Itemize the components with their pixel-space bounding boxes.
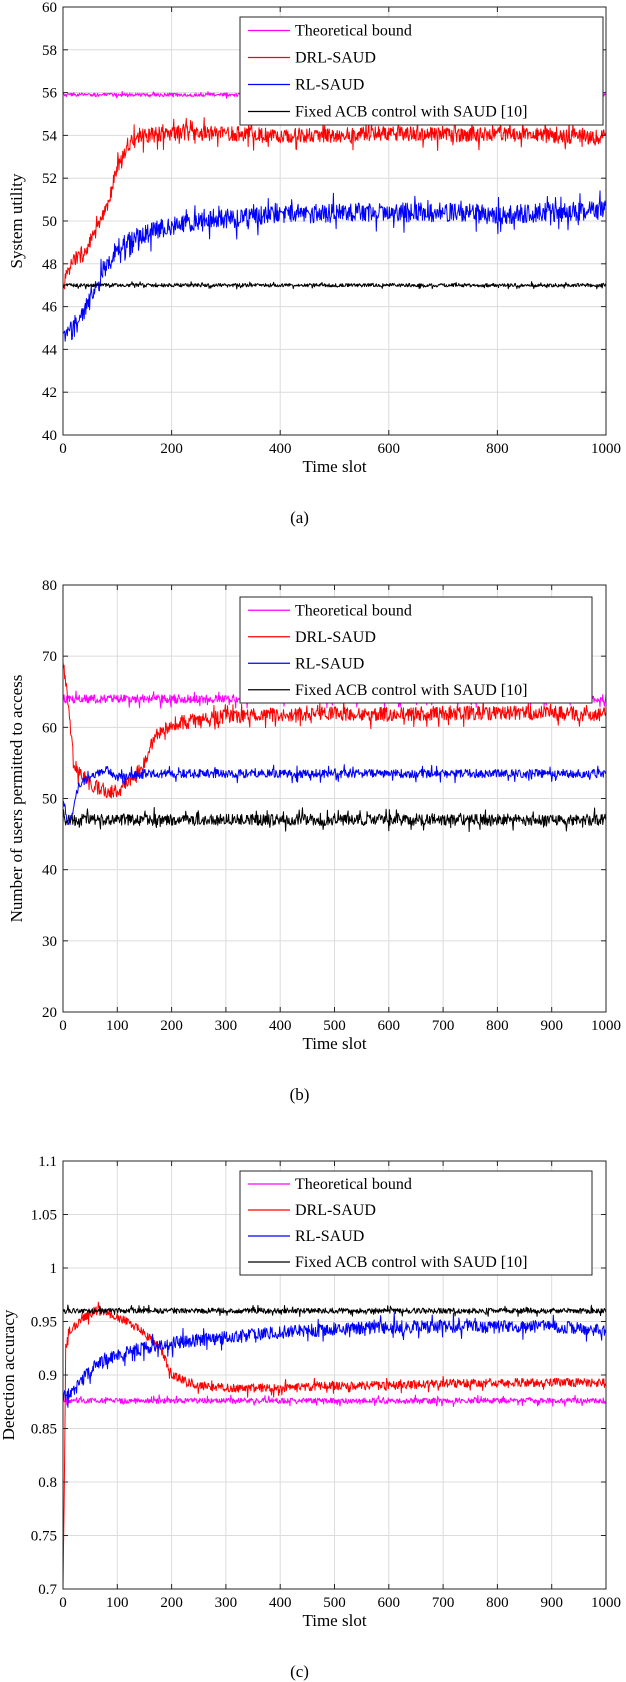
y-tick-label: 40 [42, 863, 57, 879]
x-tick-label: 400 [269, 1595, 292, 1611]
x-tick-label: 800 [486, 441, 509, 457]
y-axis-label: Detection accuracy [0, 1309, 18, 1440]
legend-entry-label: DRL-SAUD [295, 629, 376, 646]
y-tick-label: 44 [42, 342, 58, 358]
y-tick-label: 0.85 [31, 1422, 57, 1438]
x-tick-label: 300 [215, 1018, 238, 1034]
y-tick-label: 1.1 [38, 1154, 57, 1170]
chart-panel-2: 0 100 200 300 400 500 600 700 800 900 1000 20 30 40 50… [7, 578, 621, 1104]
x-tick-label: 600 [378, 441, 401, 457]
y-tick-label: 70 [42, 649, 57, 665]
y-tick-label: 0.95 [31, 1315, 57, 1331]
x-tick-label: 200 [160, 441, 183, 457]
legend-entry-label: Fixed ACB control with SAUD [10] [295, 682, 527, 699]
y-tick-label: 80 [42, 578, 57, 594]
subplot-label: (b) [290, 1085, 310, 1104]
y-tick-label: 60 [42, 720, 57, 736]
x-tick-label: 1000 [591, 441, 621, 457]
y-tick-label: 52 [42, 171, 57, 187]
series-line-theoretical-bound [63, 1394, 606, 1408]
x-tick-label: 200 [160, 1595, 183, 1611]
subplot-label: (c) [290, 1662, 309, 1681]
y-tick-label: 60 [42, 0, 57, 16]
y-tick-label: 54 [42, 128, 58, 144]
y-tick-label: 1 [50, 1261, 58, 1277]
x-tick-label: 100 [106, 1018, 129, 1034]
y-tick-label: 40 [42, 428, 57, 444]
legend-box [239, 596, 593, 704]
x-tick-label: 500 [323, 1018, 346, 1034]
x-tick-label: 500 [323, 1595, 346, 1611]
series-line-rl-saud [63, 190, 606, 342]
y-tick-label: 48 [42, 257, 57, 273]
y-tick-label: 56 [42, 86, 58, 102]
x-tick-label: 200 [160, 1018, 183, 1034]
series-line-rl-saud [63, 1312, 606, 1408]
y-axis-label: System utility [7, 173, 26, 268]
x-tick-label: 900 [540, 1595, 563, 1611]
legend-entry-label: Theoretical bound [295, 1176, 412, 1193]
x-tick-label: 800 [486, 1018, 509, 1034]
legend-entry-label: Fixed ACB control with SAUD [10] [295, 1254, 527, 1271]
y-tick-label: 0.9 [38, 1368, 57, 1384]
x-axis-label: Time slot [302, 1611, 366, 1630]
legend-entry-label: Fixed ACB control with SAUD [10] [295, 104, 527, 121]
legend-entry-label: DRL-SAUD [295, 1202, 376, 1219]
legend-box [239, 1170, 593, 1276]
y-axis-label: Number of users permitted to access [7, 675, 26, 923]
subplot-label: (a) [290, 508, 309, 527]
x-tick-label: 400 [269, 441, 292, 457]
x-tick-label: 1000 [591, 1595, 621, 1611]
series-line-fixed-acb-control-with-saud-10- [63, 806, 606, 833]
x-tick-label: 600 [378, 1595, 401, 1611]
series-group [63, 1301, 606, 1589]
legend-entry-label: Theoretical bound [295, 23, 412, 40]
chart-panel-3: 0 100 200 300 400 500 600 700 800 900 1000 0.7 0.75 0… [0, 1154, 621, 1681]
series-line-drl-saud [63, 117, 606, 290]
series-line-rl-saud [63, 764, 606, 826]
y-tick-label: 0.7 [38, 1582, 57, 1598]
x-tick-label: 600 [378, 1018, 401, 1034]
x-tick-label: 100 [106, 1595, 129, 1611]
x-tick-label: 0 [59, 1595, 67, 1611]
legend-entry-label: Theoretical bound [295, 602, 412, 619]
x-tick-label: 900 [540, 1018, 563, 1034]
x-tick-label: 800 [486, 1595, 509, 1611]
y-tick-label: 50 [42, 792, 57, 808]
legend-entry-label: DRL-SAUD [295, 50, 376, 67]
y-tick-label: 46 [42, 300, 58, 316]
legend-entry-label: RL-SAUD [295, 77, 364, 94]
y-tick-label: 30 [42, 934, 57, 950]
x-tick-label: 700 [432, 1595, 455, 1611]
y-tick-label: 42 [42, 385, 57, 401]
x-tick-label: 0 [59, 441, 67, 457]
series-line-fixed-acb-control-with-saud-10- [63, 1304, 606, 1317]
legend-box [239, 16, 604, 126]
series-line-fixed-acb-control-with-saud-10- [63, 281, 606, 290]
y-tick-label: 50 [42, 214, 57, 230]
y-tick-label: 58 [42, 43, 57, 59]
series-line-drl-saud [63, 662, 606, 799]
legend: Theoretical bound DRL-SAUD RL-SAUD Fixed AC… [239, 1170, 593, 1276]
y-tick-label: 1.05 [31, 1208, 57, 1224]
x-tick-label: 0 [59, 1018, 67, 1034]
legend: Theoretical bound DRL-SAUD RL-SAUD Fixed AC… [239, 16, 604, 126]
x-tick-label: 1000 [591, 1018, 621, 1034]
legend-entry-label: RL-SAUD [295, 1228, 364, 1245]
x-axis-label: Time slot [302, 1034, 366, 1053]
x-tick-label: 300 [215, 1595, 238, 1611]
legend-entry-label: RL-SAUD [295, 655, 364, 672]
y-tick-label: 20 [42, 1005, 57, 1021]
x-axis-label: Time slot [302, 457, 366, 476]
legend: Theoretical bound DRL-SAUD RL-SAUD Fixed AC… [239, 596, 593, 704]
x-tick-label: 400 [269, 1018, 292, 1034]
y-tick-label: 0.8 [38, 1475, 57, 1491]
x-tick-label: 700 [432, 1018, 455, 1034]
y-tick-label: 0.75 [31, 1529, 57, 1545]
chart-panel-1: 0 200 400 600 800 1000 40 42 44 46 48 50 52 54 56 58 60 T… [7, 0, 621, 527]
